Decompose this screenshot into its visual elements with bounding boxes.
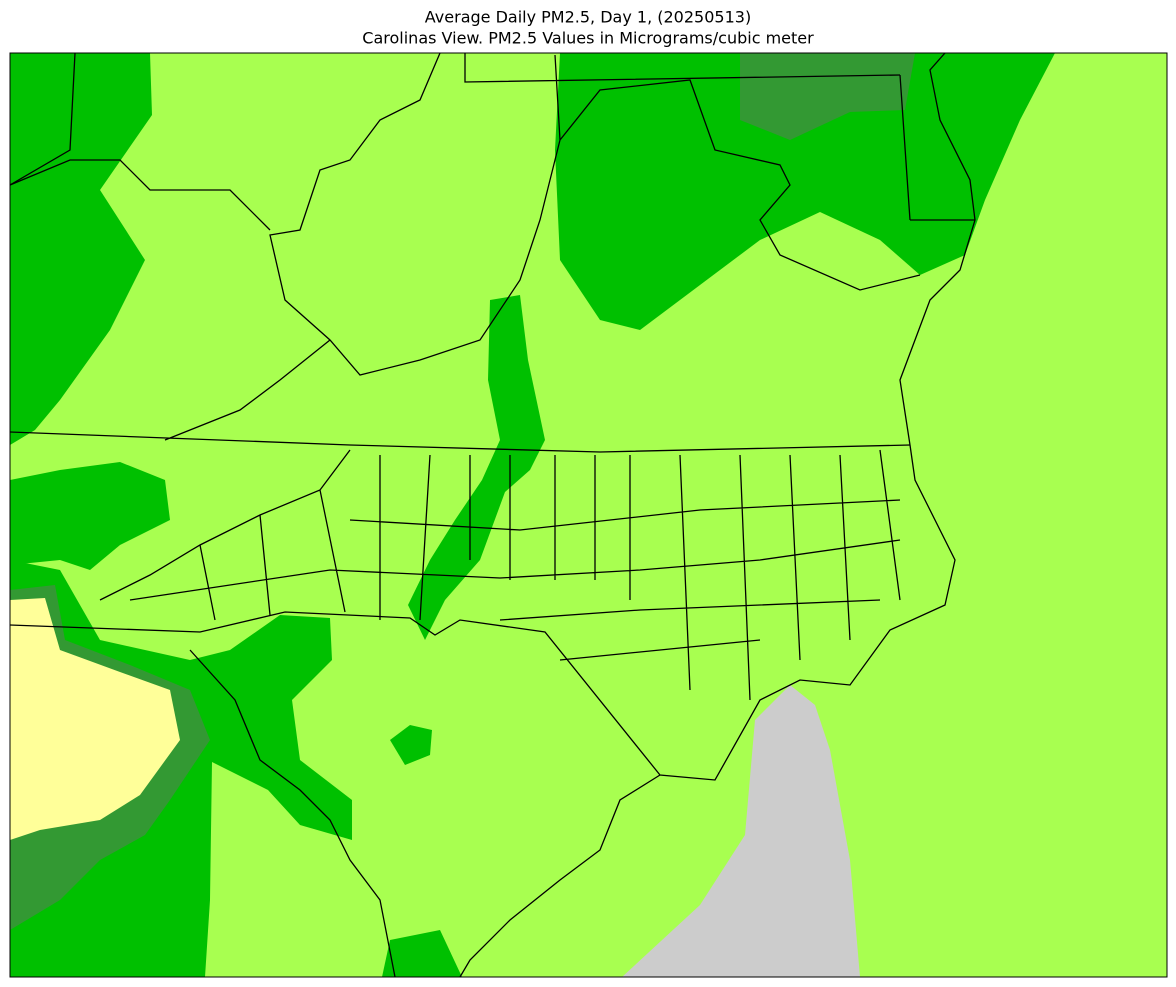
pm-region (622, 685, 860, 977)
state-border (10, 431, 911, 453)
state-border (559, 74, 975, 291)
state-border (269, 53, 561, 376)
state-border (10, 159, 271, 231)
pm-region (555, 53, 1055, 330)
pm-region (382, 930, 462, 977)
county-borders (99, 449, 901, 701)
map-subtitle: Carolinas View. PM2.5 Values in Microgra… (362, 29, 814, 48)
state-border (10, 53, 901, 186)
pm-region (740, 53, 915, 140)
pm-region (408, 295, 545, 640)
pm-region (390, 725, 432, 765)
map-area (10, 53, 1167, 977)
state-border (10, 444, 956, 781)
state-border (164, 339, 331, 441)
pm-region (10, 53, 152, 445)
map-title: Average Daily PM2.5, Day 1, (20250513) (425, 8, 751, 27)
coastline (459, 774, 661, 977)
pm-region (10, 598, 180, 840)
pm-region (10, 462, 170, 570)
map-frame (9, 52, 1168, 978)
state-border (189, 649, 396, 977)
